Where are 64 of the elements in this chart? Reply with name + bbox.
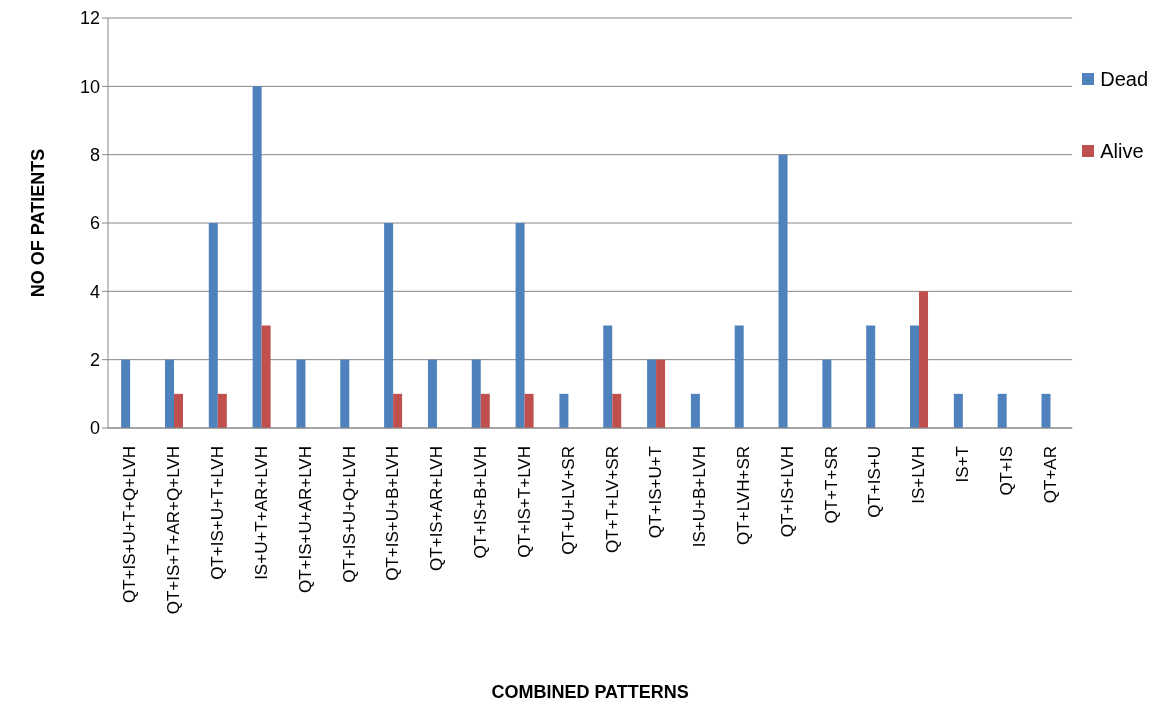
x-tick-label: IS+U+T+AR+LVH bbox=[251, 446, 271, 580]
x-tick-label: IS+U+B+LVH bbox=[690, 446, 710, 548]
bar bbox=[997, 393, 1007, 428]
x-tick-label: QT+IS+U+B+LVH bbox=[383, 446, 403, 581]
bar bbox=[173, 393, 183, 428]
bar bbox=[603, 325, 613, 428]
x-tick-label: QT+IS+B+LVH bbox=[471, 446, 491, 559]
bar bbox=[164, 359, 174, 428]
x-axis-title: COMBINED PATTERNS bbox=[491, 682, 689, 702]
legend-label: Alive bbox=[1100, 139, 1144, 163]
y-tick-label: 8 bbox=[89, 145, 100, 166]
bar bbox=[559, 393, 569, 428]
x-tick-label: QT+IS+U+T+Q+LVH bbox=[120, 446, 140, 604]
bar bbox=[919, 291, 929, 428]
bar bbox=[252, 86, 262, 428]
x-tick-label: IS+T bbox=[953, 446, 973, 483]
bar bbox=[910, 325, 920, 428]
y-tick-label: 2 bbox=[89, 350, 100, 371]
x-tick-label: QT+U+LV+SR bbox=[558, 446, 578, 555]
bar bbox=[734, 325, 744, 428]
bar bbox=[953, 393, 963, 428]
bar bbox=[296, 359, 306, 428]
y-axis-title: NO OF PATIENTS bbox=[28, 148, 49, 298]
bar bbox=[217, 393, 227, 428]
bar bbox=[515, 223, 525, 428]
bar bbox=[427, 359, 437, 428]
bar bbox=[647, 359, 657, 428]
bar bbox=[866, 325, 876, 428]
bar bbox=[778, 154, 788, 428]
y-tick-label: 12 bbox=[79, 8, 100, 29]
y-tick-label: 4 bbox=[89, 281, 100, 302]
legend-label: Dead bbox=[1100, 67, 1148, 91]
y-tick-label: 0 bbox=[89, 418, 100, 439]
bar bbox=[121, 359, 131, 428]
x-tick-label: QT+IS+LVH bbox=[777, 446, 797, 538]
bar bbox=[1041, 393, 1051, 428]
bar bbox=[384, 223, 394, 428]
x-tick-label: QT+IS+U+T bbox=[646, 446, 666, 539]
bar bbox=[393, 393, 403, 428]
y-tick-label: 6 bbox=[89, 213, 100, 234]
x-tick-label: QT+IS bbox=[996, 446, 1016, 496]
x-tick-label: QT+AR bbox=[1040, 446, 1060, 504]
x-tick-label: QT+IS+T+AR+Q+LVH bbox=[164, 446, 184, 615]
bar bbox=[656, 359, 666, 428]
y-tick-label: 10 bbox=[79, 76, 100, 97]
bar bbox=[471, 359, 481, 428]
x-tick-label: QT+LVH+SR bbox=[733, 446, 753, 545]
x-tick-label: IS+LVH bbox=[909, 446, 929, 504]
x-tick-label: QT+IS+T+LVH bbox=[514, 446, 534, 558]
x-tick-label: QT+IS+AR+LVH bbox=[427, 446, 447, 571]
bar bbox=[340, 359, 350, 428]
bar bbox=[612, 393, 622, 428]
bar bbox=[524, 393, 534, 428]
x-tick-label: QT+IS+U+AR+LVH bbox=[295, 446, 315, 594]
bar bbox=[480, 393, 490, 428]
x-tick-label: QT+T+LV+SR bbox=[602, 446, 622, 553]
x-tick-label: QT+IS+U+T+LVH bbox=[208, 446, 228, 580]
bar bbox=[208, 223, 218, 428]
bar bbox=[822, 359, 832, 428]
x-tick-label: QT+IS+U bbox=[865, 446, 885, 518]
bar bbox=[690, 393, 700, 428]
x-tick-label: QT+IS+U+Q+LVH bbox=[339, 446, 359, 583]
bar bbox=[261, 325, 271, 428]
x-tick-label: QT+T+SR bbox=[821, 446, 841, 524]
